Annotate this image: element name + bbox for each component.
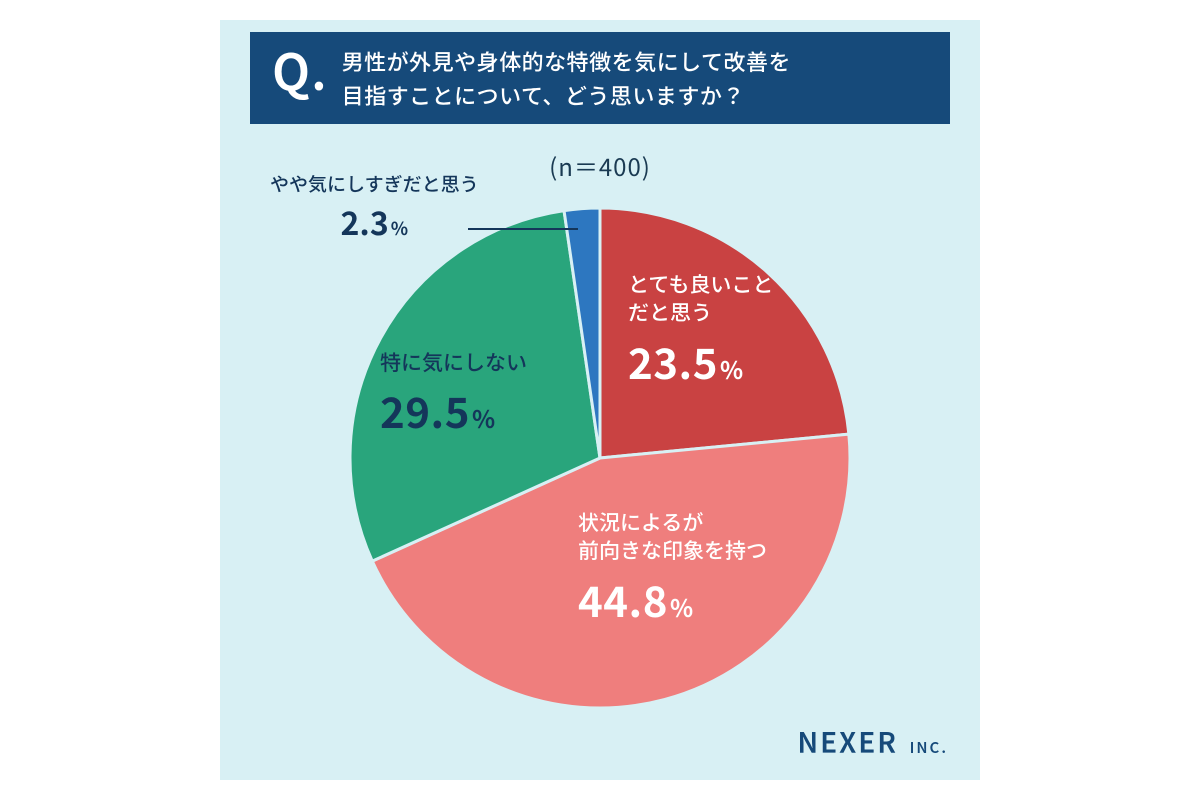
slice-text: 特に気にしない	[380, 348, 527, 376]
callout-text: やや気にしすぎだと思う	[270, 170, 479, 197]
slice-percent: 23.5%	[628, 331, 773, 392]
pie-svg	[350, 208, 850, 708]
slice-text: 状況によるが 前向きな印象を持つ	[578, 508, 767, 565]
slice-percent: 44.8%	[578, 569, 767, 630]
question-marker: Q.	[272, 32, 328, 94]
callout-leader-line	[468, 228, 578, 230]
attribution-brand: NEXER	[797, 722, 898, 762]
slice-callout-bit-too-much: やや気にしすぎだと思う 2.3%	[270, 170, 479, 245]
slice-label-depends-positive: 状況によるが 前向きな印象を持つ 44.8%	[578, 508, 767, 630]
attribution-suffix: INC.	[910, 737, 948, 758]
infographic-card: Q. 男性が外見や身体的な特徴を気にして改善を 目指すことについて、どう思います…	[220, 20, 980, 780]
slice-text: とても良いこと だと思う	[628, 270, 773, 327]
question-text: 男性が外見や身体的な特徴を気にして改善を 目指すことについて、どう思いますか？	[342, 44, 791, 112]
pie-chart: とても良いこと だと思う 23.5% 状況によるが 前向きな印象を持つ 44.8…	[350, 208, 850, 708]
slice-percent: 29.5%	[380, 380, 527, 441]
question-bar: Q. 男性が外見や身体的な特徴を気にして改善を 目指すことについて、どう思います…	[250, 32, 950, 124]
slice-label-very-good: とても良いこと だと思う 23.5%	[628, 270, 773, 392]
attribution: NEXER INC.	[797, 722, 948, 762]
slice-label-no-concern: 特に気にしない 29.5%	[380, 348, 527, 441]
callout-percent: 2.3%	[270, 199, 479, 245]
